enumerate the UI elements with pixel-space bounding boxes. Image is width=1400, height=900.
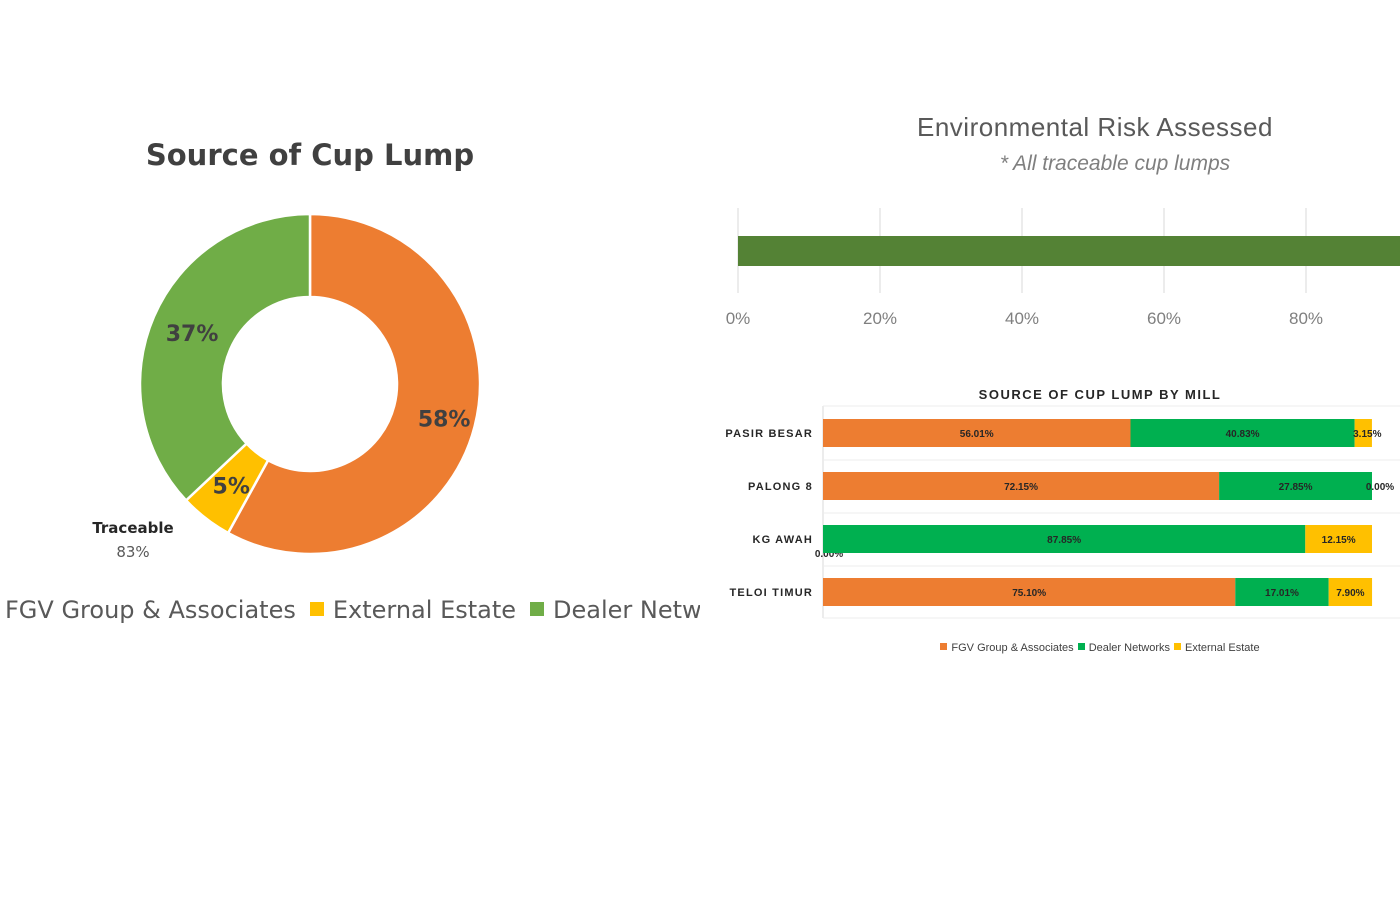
- mill-legend-item: External Estate: [1174, 642, 1260, 654]
- donut-legend-item: FGV Group & Associates: [0, 596, 296, 624]
- stacked-bar-segment: [1130, 419, 1355, 447]
- legend-label: External Estate: [332, 596, 517, 624]
- stacked-bar-segment: [1235, 578, 1329, 606]
- segment-data-label: 27.85%: [1279, 482, 1313, 493]
- segment-data-label: 0.00%: [1366, 482, 1394, 493]
- segment-data-label: 0.00%: [815, 549, 843, 560]
- mill-stacked-bar-chart: PASIR BESAR 56.01% 40.83% 3.15% PALONG 8 72.1…: [725, 405, 1400, 619]
- legend-swatch: [940, 643, 948, 650]
- mill-legend-item: Dealer Networks: [1077, 642, 1170, 654]
- category-label: KG AWAH: [752, 534, 813, 546]
- legend-label: Dealer Networks: [1088, 642, 1170, 654]
- legend-label: External Estate: [1185, 642, 1260, 654]
- legend-swatch: [1174, 643, 1181, 650]
- stacked-bar-segment: [1305, 525, 1372, 553]
- donut-legend-item: External Estate: [309, 596, 517, 624]
- traceable-label: Traceable: [92, 519, 173, 537]
- legend-label: FGV Group & Associates: [5, 596, 296, 624]
- stacked-bar-segment: [823, 525, 1306, 553]
- x-tick-label: 20%: [863, 309, 897, 328]
- segment-data-label: 75.10%: [1012, 588, 1046, 599]
- mill-legend: FGV Group & Associates Dealer Networks Ext…: [820, 642, 1380, 654]
- segment-data-label: 17.01%: [1265, 588, 1299, 599]
- segment-data-label: 40.83%: [1226, 429, 1260, 440]
- x-tick-label: 60%: [1147, 309, 1181, 328]
- x-tick-label: 40%: [1005, 309, 1039, 328]
- legend-swatch: [1077, 643, 1085, 650]
- x-tick-label: 80%: [1289, 309, 1323, 328]
- stacked-bar-segment: [1328, 578, 1373, 606]
- segment-data-label: 56.01%: [960, 429, 994, 440]
- legend-label: FGV Group & Associates: [951, 642, 1074, 654]
- donut-legend-item: Dealer Networks: [530, 596, 700, 624]
- risk-chart-title: Environmental Risk Assessed: [917, 112, 1273, 142]
- segment-data-label: 72.15%: [1004, 482, 1038, 493]
- x-tick-label: 0%: [726, 309, 751, 328]
- stacked-bar-segment: [1219, 472, 1372, 500]
- risk-bar-chart: 0% 20% 40% 60% 80%: [726, 208, 1400, 328]
- category-label: TELOI TIMUR: [730, 587, 813, 599]
- stacked-bar-segment: [1354, 419, 1372, 447]
- legend-label: Dealer Networks: [553, 596, 700, 624]
- donut-slice: [226, 212, 482, 556]
- donut-legend: FGV Group & Associates External Estate Dea…: [0, 596, 700, 636]
- segment-data-label: 87.85%: [1047, 535, 1081, 546]
- donut-slice-label: 58%: [418, 407, 471, 432]
- segment-data-label: 7.90%: [1336, 588, 1364, 599]
- mill-legend-item: FGV Group & Associates: [940, 642, 1074, 654]
- category-label: PASIR BESAR: [725, 428, 813, 440]
- donut-chart-title: Source of Cup Lump: [145, 138, 475, 172]
- stacked-bar-segment: [823, 472, 1220, 500]
- stacked-bar-segment: [823, 419, 1131, 447]
- donut-slice: [138, 212, 312, 503]
- risk-bar: [738, 236, 1400, 266]
- donut-slice-label: 37%: [166, 322, 219, 347]
- donut-chart: 58% 5% 37% Traceable 83%: [92, 212, 482, 561]
- segment-data-label: 3.15%: [1353, 429, 1381, 440]
- category-label: PALONG 8: [748, 481, 813, 493]
- traceable-value: 83%: [116, 543, 149, 561]
- legend-swatch: [309, 602, 324, 616]
- legend-swatch: [530, 602, 545, 616]
- mill-chart-title: SOURCE OF CUP LUMP BY MILL: [978, 387, 1222, 402]
- donut-slice-label: 5%: [213, 475, 250, 500]
- risk-chart-subtitle: * All traceable cup lumps: [999, 152, 1231, 175]
- stacked-bar-segment: [823, 578, 1236, 606]
- segment-data-label: 12.15%: [1322, 535, 1356, 546]
